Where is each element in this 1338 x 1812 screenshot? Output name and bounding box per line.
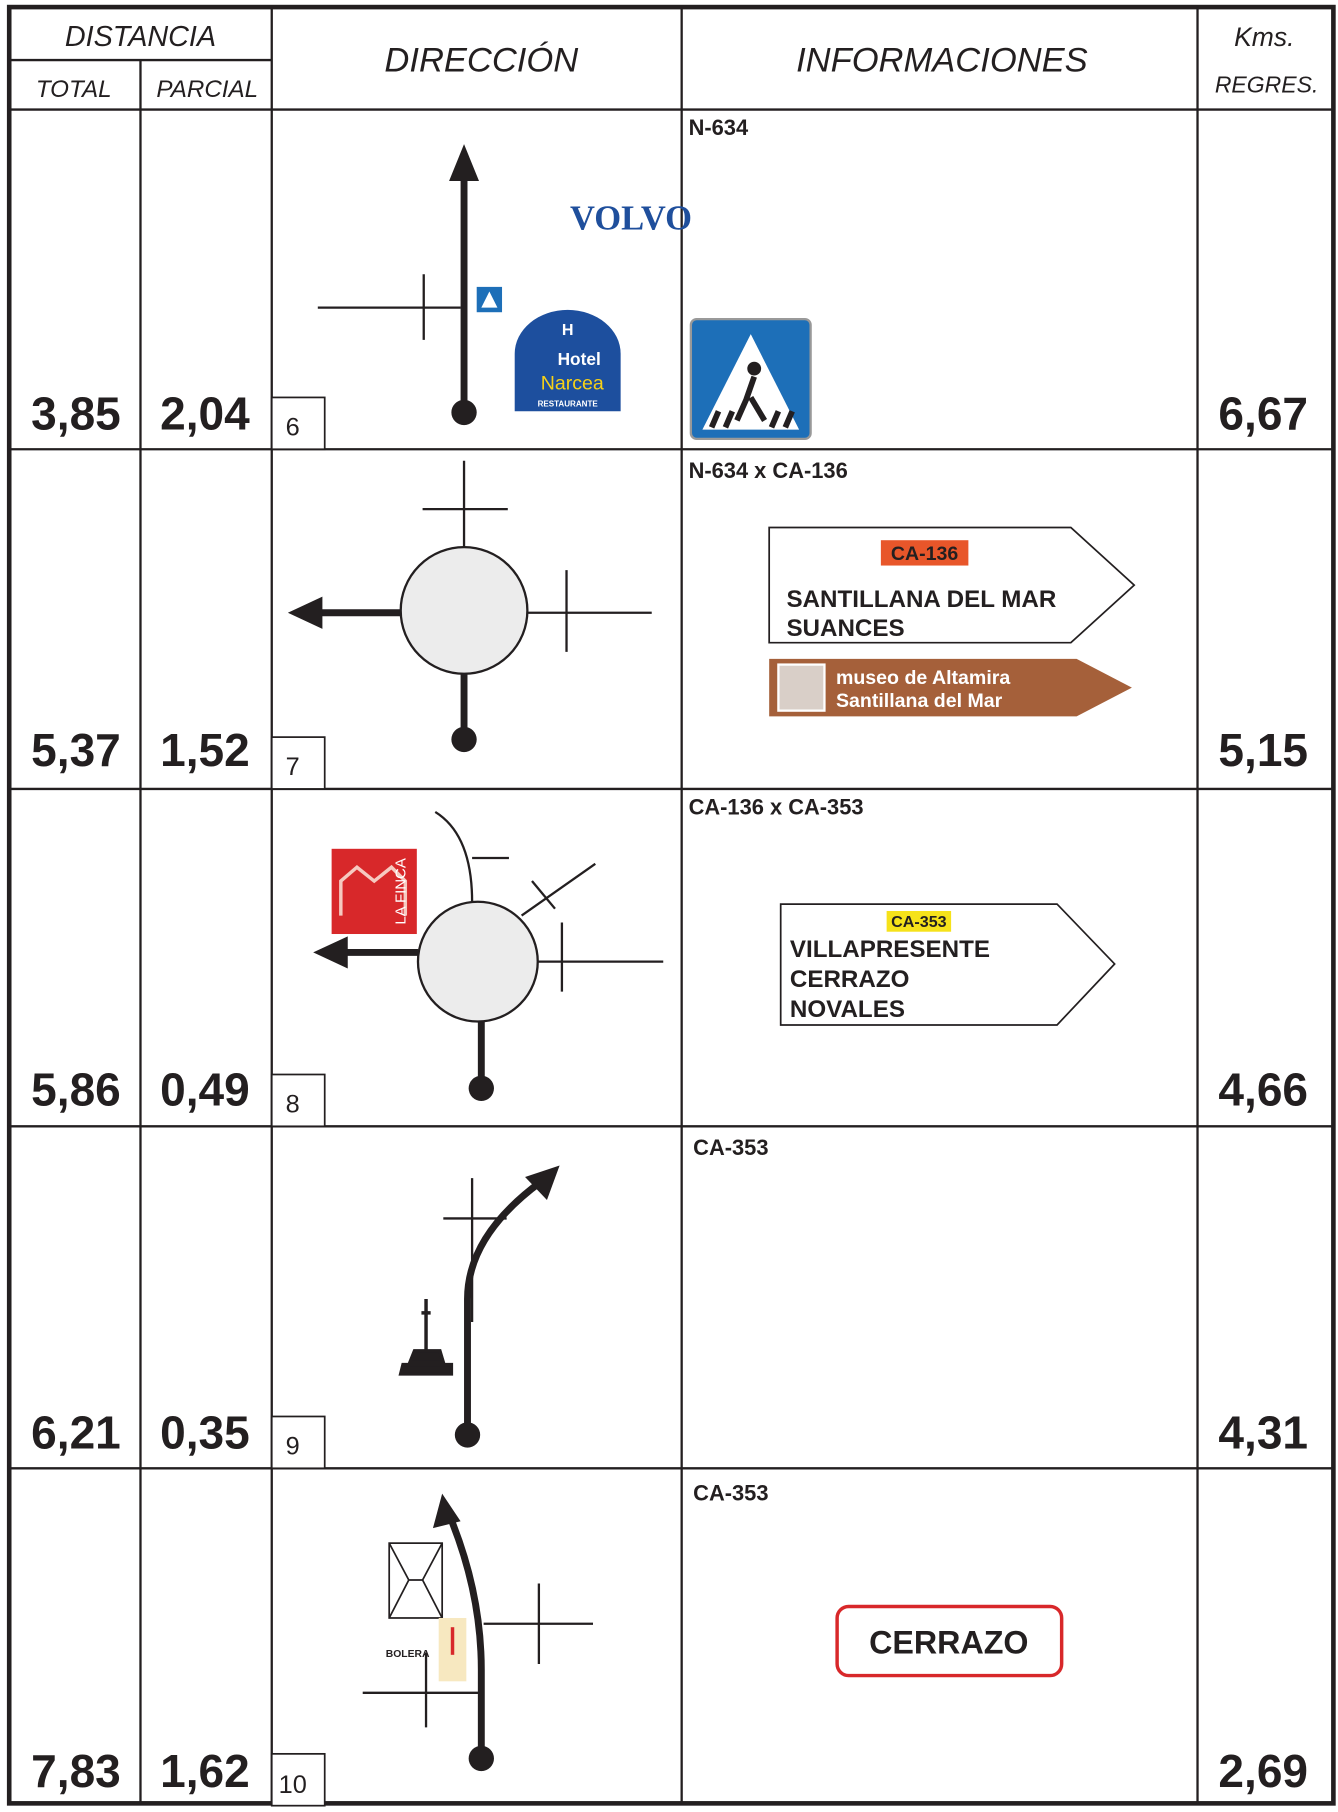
total: 3,85 [31, 388, 121, 440]
diagram: LA FINCA [313, 810, 664, 1101]
header-info: INFORMACIONES [796, 42, 1088, 80]
sign-line: VILLAPRESENTE [790, 936, 990, 963]
hotel-sub: RESTAURANTE [538, 400, 599, 409]
row: 7,83 1,62 10 CA-353 2,69 BOLERA CERRAZO [31, 1481, 1308, 1807]
header-kms: Kms. [1234, 22, 1294, 52]
kms: 6,67 [1218, 388, 1308, 440]
partial: 1,52 [160, 724, 250, 776]
partial: 1,62 [160, 1745, 250, 1797]
step-box [270, 736, 326, 790]
total: 5,86 [31, 1064, 121, 1116]
partial: 0,35 [160, 1407, 250, 1459]
logo: LA FINCA [392, 858, 409, 925]
step: 10 [279, 1771, 307, 1799]
step-box [270, 1073, 326, 1128]
hotel-name: Narcea [541, 372, 604, 394]
sign-line: CERRAZO [790, 966, 910, 993]
diagram: VOLVO H Hotel Narcea RESTAURANTE [317, 144, 692, 426]
step-box [270, 1415, 326, 1470]
partial: 0,49 [160, 1064, 250, 1116]
kms: 2,69 [1218, 1745, 1308, 1797]
frame [6, 4, 1336, 1806]
step: 8 [286, 1090, 300, 1118]
tourist-line: museo de Altamira [836, 667, 1010, 689]
direction-sign: CA-136 SANTILLANA DEL MAR SUANCES museo … [768, 526, 1136, 717]
direction-sign: CA-353 VILLAPRESENTE CERRAZO NOVALES [779, 903, 1116, 1026]
grid [9, 7, 1334, 1804]
row: 5,37 1,52 7 N-634 x CA-136 5,15 CA-136 S… [31, 458, 1308, 790]
step: 7 [286, 753, 300, 781]
hotel-initial: H [562, 321, 574, 339]
kms: 5,15 [1218, 724, 1308, 776]
row: 3,85 2,04 6 N-634 6,67 VOLVO H Hotel Nar… [31, 115, 1308, 451]
road: CA-353 [693, 1481, 768, 1506]
total: 6,21 [31, 1407, 121, 1459]
diagram [287, 460, 652, 753]
crossing-sign [689, 317, 812, 441]
kms: 4,66 [1218, 1064, 1308, 1116]
header-total: TOTAL [36, 76, 112, 103]
road: CA-353 [693, 1135, 768, 1160]
header-direction: DIRECCIÓN [384, 41, 578, 80]
brand: VOLVO [570, 199, 692, 237]
sign-code: CA-353 [891, 913, 947, 931]
step: 9 [286, 1432, 300, 1460]
row: 6,21 0,35 9 CA-353 4,31 [31, 1135, 1308, 1470]
partial: 2,04 [160, 388, 250, 440]
diagram: BOLERA [362, 1493, 594, 1772]
header-partial: PARCIAL [156, 76, 258, 103]
kms: 4,31 [1218, 1407, 1308, 1459]
diagram [398, 1165, 560, 1448]
header-distance: DISTANCIA [65, 21, 216, 53]
town: CERRAZO [869, 1625, 1028, 1661]
hotel-word: Hotel [558, 349, 601, 369]
sign-line: SANTILLANA DEL MAR [786, 586, 1056, 613]
road: N-634 x CA-136 [689, 458, 848, 483]
step-box [270, 396, 326, 451]
step: 6 [286, 413, 300, 441]
road: N-634 [689, 115, 749, 140]
row: 5,86 0,49 8 CA-136 x CA-353 4,66 LA FINC… [31, 794, 1308, 1128]
total: 5,37 [31, 724, 121, 776]
tourist-line: Santillana del Mar [836, 690, 1003, 712]
sign-line: SUANCES [786, 615, 904, 642]
sign-line: NOVALES [790, 996, 905, 1023]
road: CA-136 x CA-353 [689, 794, 864, 819]
header-regres: REGRES. [1215, 71, 1319, 97]
total: 7,83 [31, 1745, 121, 1797]
sign-code: CA-136 [891, 543, 959, 565]
place: BOLERA [386, 1649, 430, 1660]
town-sign: CERRAZO [835, 1604, 1064, 1678]
step-box [270, 1752, 326, 1807]
